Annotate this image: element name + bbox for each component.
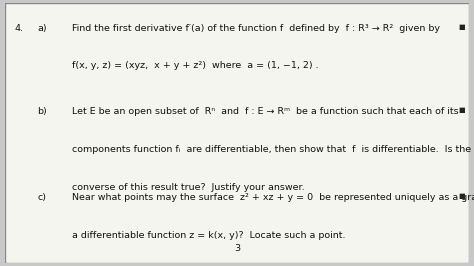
Text: components function fᵢ  are differentiable, then show that  f  is differentiable: components function fᵢ are differentiabl… xyxy=(72,145,471,154)
Text: a): a) xyxy=(37,23,47,32)
Text: ■: ■ xyxy=(458,23,465,30)
Text: ■: ■ xyxy=(458,107,465,113)
Text: ■: ■ xyxy=(458,193,465,199)
Text: f(x, y, z) = (xyz,  x + y + z²)  where  a = (1, −1, 2) .: f(x, y, z) = (xyz, x + y + z²) where a =… xyxy=(72,61,319,70)
Text: 3: 3 xyxy=(234,244,240,253)
Text: a differentiable function z = k(x, y)?  Locate such a point.: a differentiable function z = k(x, y)? L… xyxy=(72,231,346,240)
Text: Let E be an open subset of  Rⁿ  and  f : E → Rᵐ  be a function such that each of: Let E be an open subset of Rⁿ and f : E … xyxy=(72,107,459,116)
Text: b): b) xyxy=(37,107,47,116)
Text: converse of this result true?  Justify your answer.: converse of this result true? Justify yo… xyxy=(72,182,305,192)
Text: Near what points may the surface  z² + xz + y = 0  be represented uniquely as a : Near what points may the surface z² + xz… xyxy=(72,193,474,202)
Text: Find the first derivative f′(a) of the function f  defined by  f : R³ → R²  give: Find the first derivative f′(a) of the f… xyxy=(72,23,440,32)
FancyBboxPatch shape xyxy=(5,3,469,263)
Text: c): c) xyxy=(37,193,46,202)
Text: 4.: 4. xyxy=(14,23,23,32)
